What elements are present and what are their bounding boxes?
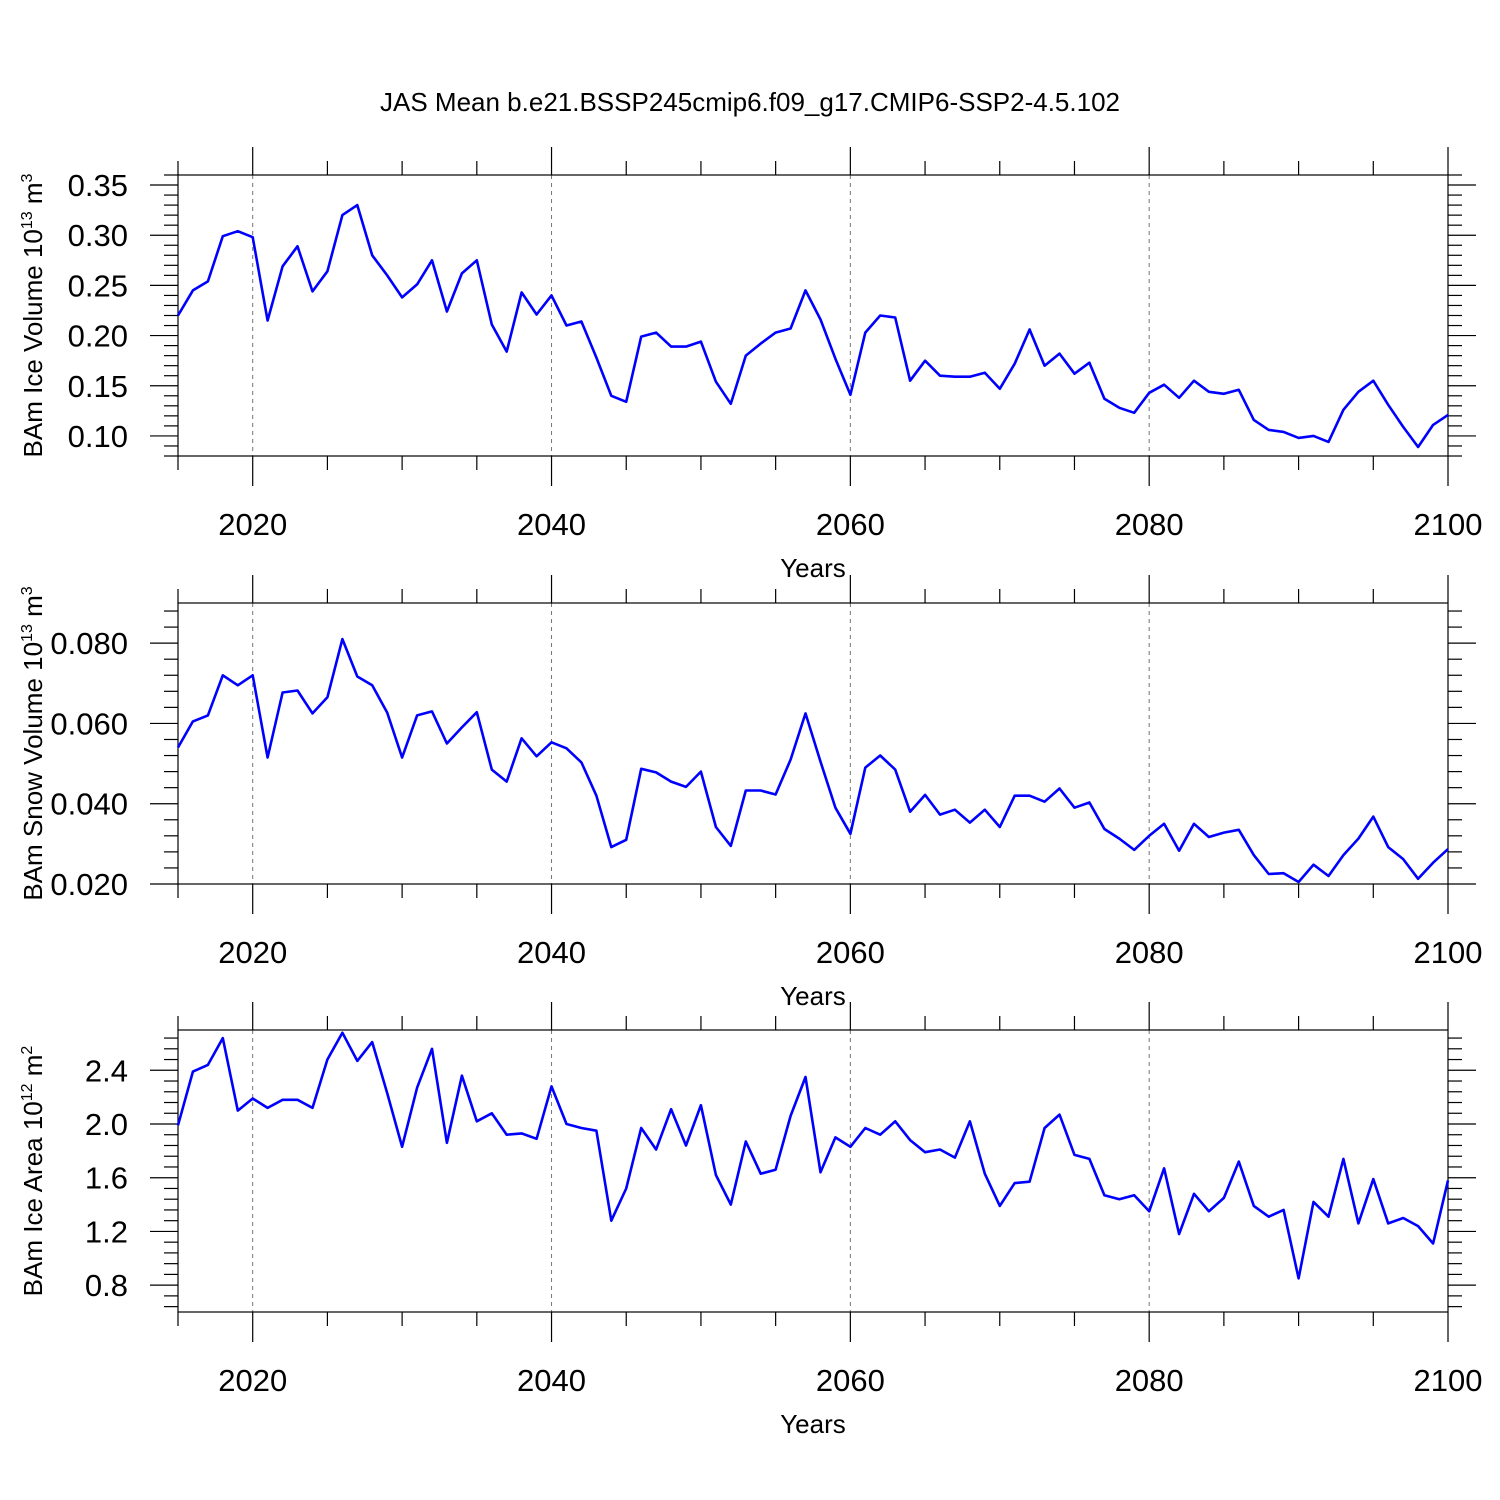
- x-tick-label: 2040: [517, 1363, 586, 1398]
- x-tick-label: 2100: [1414, 507, 1483, 542]
- y-tick-label: 0.25: [68, 268, 128, 303]
- x-tick-label: 2060: [816, 1363, 885, 1398]
- plot-frame: [177, 602, 1449, 885]
- x-tick-label: 2080: [1115, 1363, 1184, 1398]
- plot-frame: [177, 174, 1449, 457]
- x-tick-label: 2100: [1414, 935, 1483, 970]
- x-tick-label: 2020: [218, 1363, 287, 1398]
- x-axis-title: Years: [780, 981, 846, 1011]
- series-line: [176, 1031, 1450, 1280]
- y-axis-title: BAm Snow Volume 1013 m3: [18, 586, 48, 900]
- y-axis-title: BAm Ice Area 1012 m2: [18, 1046, 48, 1297]
- chart-panel-2: 2020 2040 2060 2080 2100 0.020 0.040 0.060 0.080…: [18, 575, 1482, 1011]
- plot-frame: [177, 1029, 1449, 1313]
- y-axis-title: BAm Ice Volume 1013 m3: [18, 173, 48, 457]
- panels: 2020 2040 2060 2080 2100 0.10 0.15 0.20 0.25 0.30…: [18, 147, 1482, 1439]
- x-tick-label: 2040: [517, 935, 586, 970]
- x-axis-title: Years: [780, 1409, 846, 1439]
- series-line: [176, 203, 1449, 449]
- y-tick-label: 0.30: [68, 218, 128, 253]
- x-tick-label: 2080: [1115, 507, 1184, 542]
- y-tick-label: 0.15: [68, 369, 128, 404]
- x-tick-label: 2100: [1414, 1363, 1483, 1398]
- figure-title: JAS Mean b.e21.BSSP245cmip6.f09_g17.CMIP…: [380, 87, 1120, 117]
- y-tick-label: 0.060: [50, 706, 128, 741]
- y-tick-label: 0.080: [50, 626, 128, 661]
- x-axis-title: Years: [780, 553, 846, 583]
- x-tick-label: 2040: [517, 507, 586, 542]
- x-tick-label: 2020: [218, 935, 287, 970]
- y-tick-label: 1.2: [85, 1214, 128, 1249]
- x-tick-label: 2060: [816, 507, 885, 542]
- y-tick-label: 0.040: [50, 787, 128, 822]
- x-tick-label: 2080: [1115, 935, 1184, 970]
- y-tick-label: 0.35: [68, 168, 128, 203]
- y-tick-label: 0.8: [85, 1268, 128, 1303]
- x-tick-label: 2060: [816, 935, 885, 970]
- y-tick-label: 1.6: [85, 1161, 128, 1196]
- chart-panel-3: 2020 2040 2060 2080 2100 0.8 1.2 1.6 2.0 2.4 Years…: [18, 1002, 1482, 1439]
- y-tick-label: 0.10: [68, 419, 128, 454]
- chart-panel-1: 2020 2040 2060 2080 2100 0.10 0.15 0.20 0.25 0.30…: [18, 147, 1482, 583]
- y-tick-label: 0.020: [50, 867, 128, 902]
- y-tick-label: 0.20: [68, 319, 128, 354]
- y-tick-label: 2.4: [85, 1053, 128, 1088]
- x-tick-label: 2020: [218, 507, 287, 542]
- series-line: [176, 637, 1449, 884]
- y-tick-label: 2.0: [85, 1107, 128, 1142]
